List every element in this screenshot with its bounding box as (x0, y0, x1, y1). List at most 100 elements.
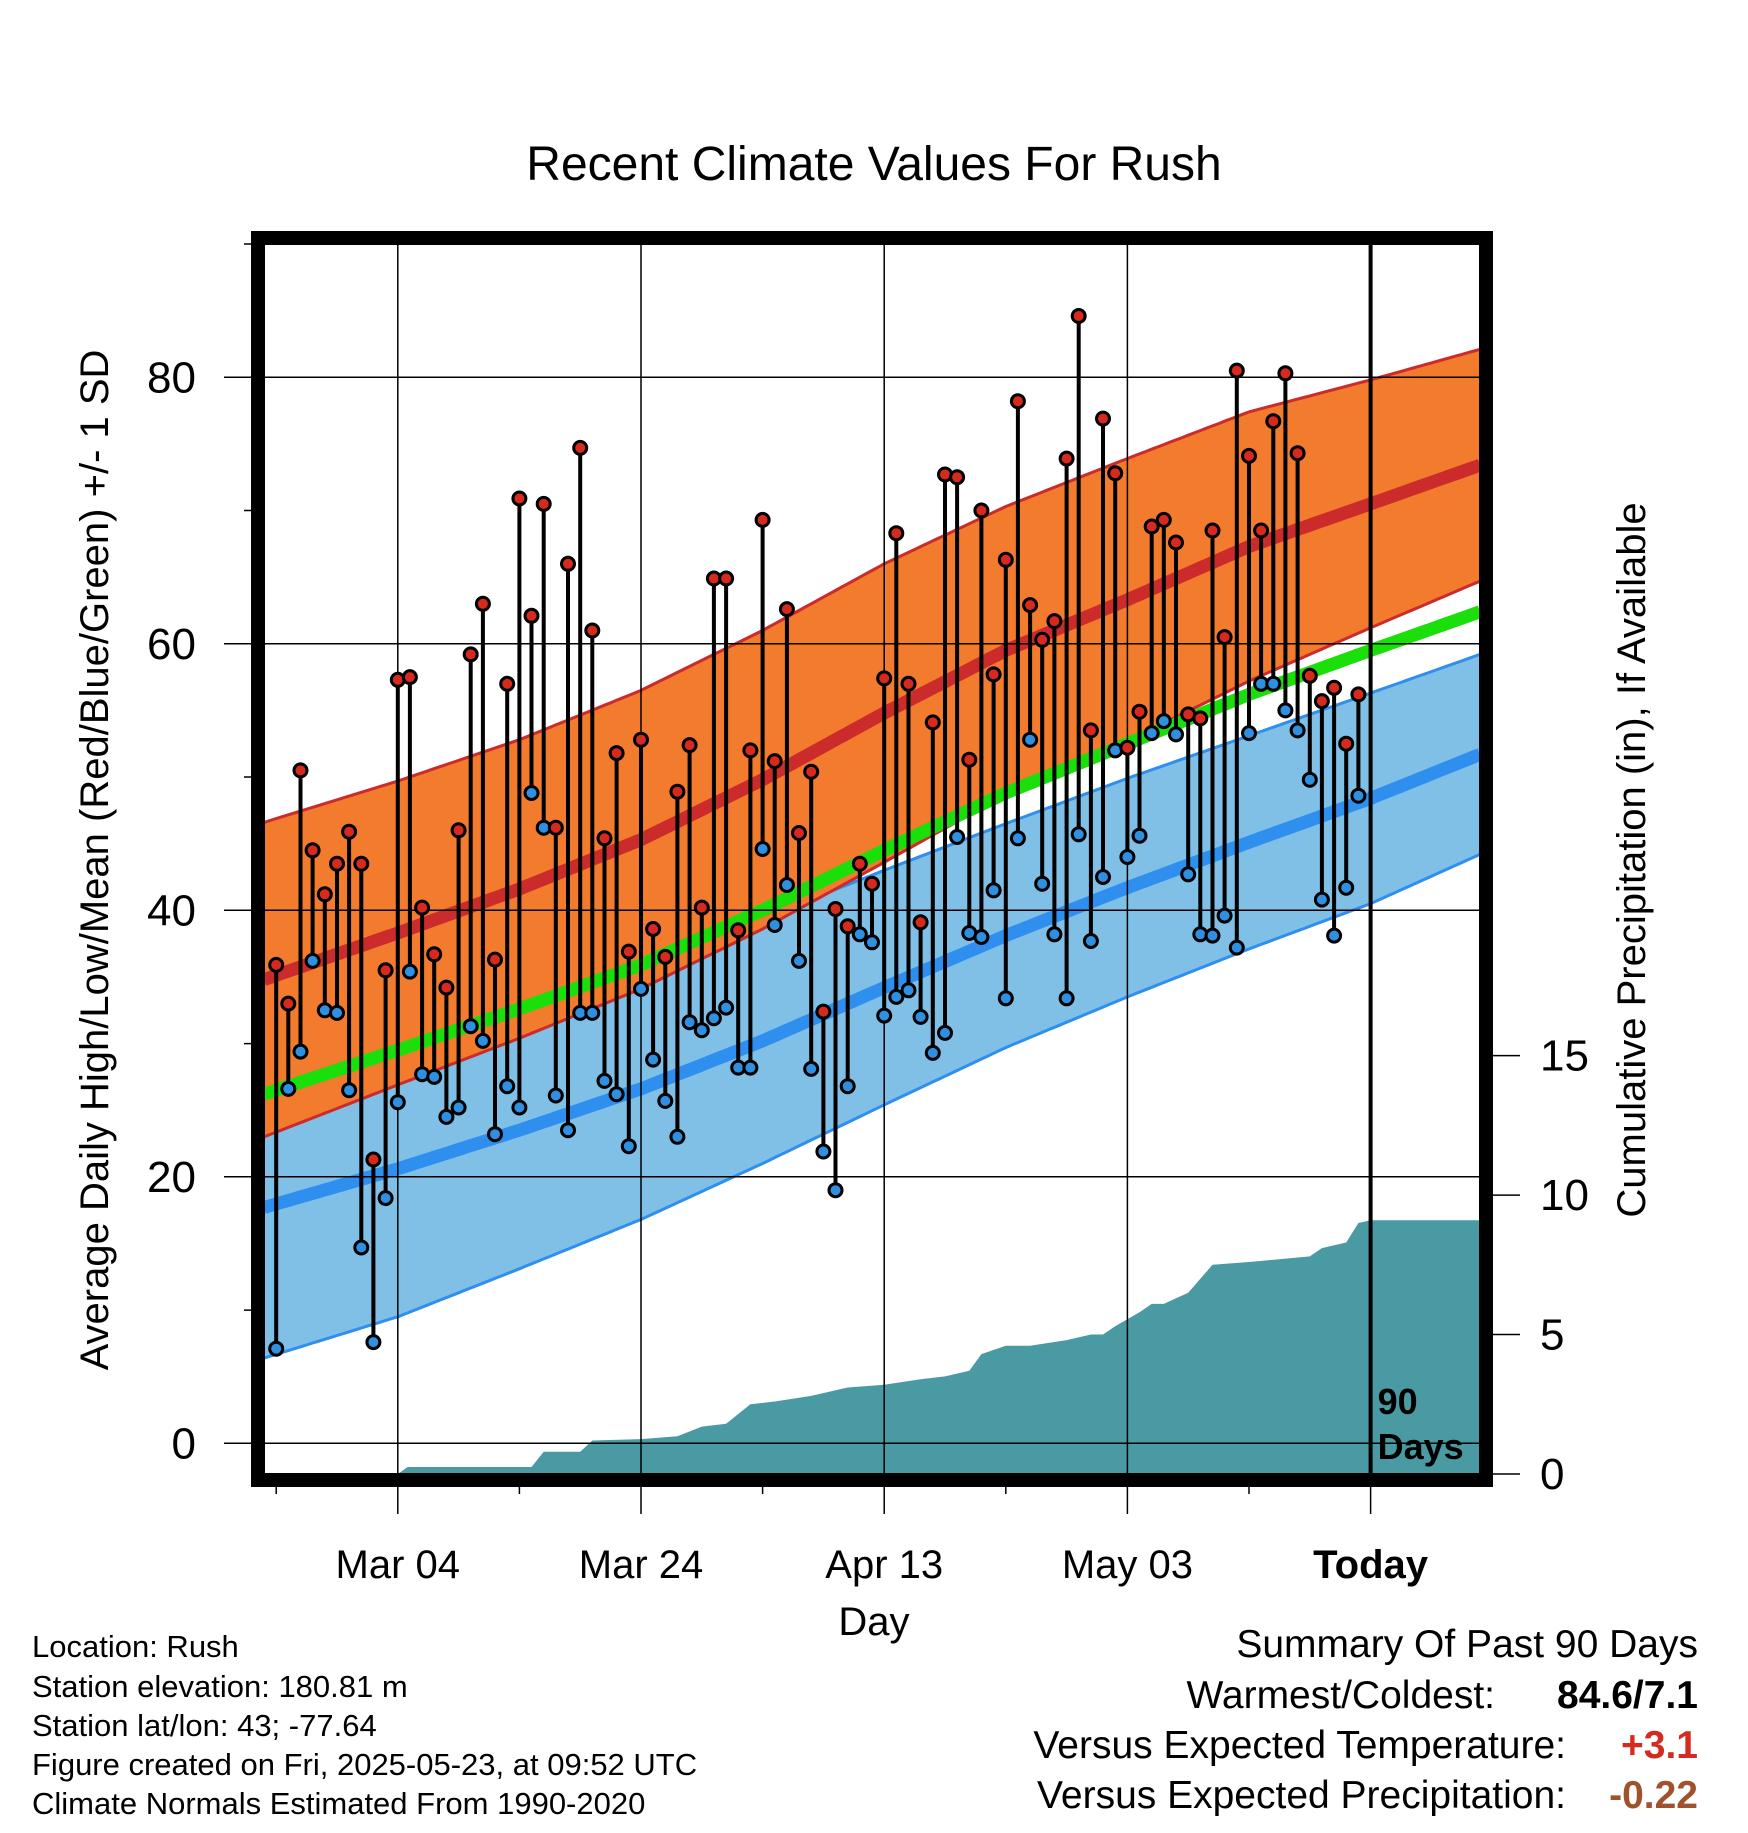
daily-low-point-42 (778, 877, 795, 893)
daily-high-point-14 (438, 979, 455, 996)
daily-high-point-13 (426, 946, 443, 963)
daily-high-point-80 (1241, 447, 1257, 464)
daily-low-point-46 (827, 1182, 844, 1199)
right-tick-label-2: 10 (1540, 1171, 1589, 1220)
daily-high-point-89 (1350, 686, 1367, 703)
summary-precip-label: Versus Expected Precipitation: (1037, 1774, 1566, 1817)
daily-high-point-47 (839, 918, 856, 935)
daily-low-point-18 (487, 1126, 503, 1143)
daily-high-point-48 (851, 855, 868, 872)
daily-low-point-28 (608, 1086, 625, 1103)
daily-high-point-77 (1204, 522, 1221, 539)
daily-low-point-8 (365, 1334, 382, 1351)
daily-high-point-45 (815, 1003, 832, 1020)
daily-low-point-88 (1338, 879, 1355, 896)
daily-low-point-6 (341, 1082, 358, 1099)
daily-low-point-89 (1350, 787, 1367, 804)
daily-low-point-58 (973, 929, 990, 945)
daily-high-point-52 (900, 675, 917, 692)
plot-frame (251, 231, 1493, 1487)
daily-low-point-0 (268, 1340, 285, 1357)
daily-high-point-17 (474, 595, 491, 612)
summary-panel: Summary Of Past 90 Days Warmest/Coldest:… (1033, 1623, 1698, 1817)
daily-high-point-59 (985, 666, 1002, 683)
daily-range-stems (274, 316, 1361, 1349)
daily-high-point-66 (1070, 308, 1087, 324)
daily-high-point-60 (997, 551, 1014, 568)
daily-low-point-27 (596, 1072, 613, 1089)
daily-low-point-20 (511, 1099, 528, 1116)
daily-high-point-38 (730, 922, 747, 939)
daily-high-point-54 (924, 714, 941, 731)
daily-low-point-40 (754, 841, 771, 857)
daily-low-point-16 (462, 1018, 479, 1035)
daily-low-point-37 (718, 999, 735, 1016)
daily-high-point-81 (1253, 522, 1270, 539)
precipitation-layer (264, 1220, 1480, 1474)
bottom-tick-label-0: Mar 04 (336, 1543, 461, 1587)
summary-precip-value: -0.22 (1609, 1774, 1698, 1817)
daily-low-point-56 (949, 829, 966, 845)
daily-low-point-72 (1143, 725, 1160, 742)
daily-high-point-1 (280, 995, 297, 1012)
summary-title: Summary Of Past 90 Days (1236, 1623, 1698, 1666)
daily-high-point-35 (693, 899, 710, 916)
daily-high-point-32 (657, 948, 674, 965)
low-normal-band (264, 654, 1480, 1359)
daily-low-point-86 (1313, 891, 1330, 908)
daily-low-point-34 (681, 1014, 698, 1031)
daily-low-point-50 (876, 1007, 893, 1024)
daily-high-point-7 (353, 855, 370, 872)
daily-high-point-50 (876, 670, 893, 687)
bottom-tick-label-2: Apr 13 (825, 1543, 943, 1587)
daily-high-point-22 (535, 495, 552, 512)
daily-low-point-54 (924, 1044, 941, 1061)
daily-high-point-44 (803, 763, 820, 780)
daily-high-point-39 (742, 742, 759, 759)
daily-low-point-47 (839, 1078, 856, 1095)
daily-high-point-40 (754, 511, 771, 528)
x-axis-label: Day (838, 1600, 909, 1644)
daily-low-point-35 (693, 1022, 710, 1039)
summary-warmest-label: Warmest/Coldest: (1187, 1674, 1495, 1717)
left-tick-label-0: 0 (172, 1419, 196, 1468)
daily-low-point-41 (766, 917, 783, 933)
daily-high-point-30 (633, 731, 649, 748)
daily-low-point-51 (888, 988, 905, 1005)
daily-markers (268, 308, 1367, 1357)
chart-title: Recent Climate Values For Rush (526, 138, 1221, 191)
daily-high-point-29 (620, 943, 637, 960)
daily-high-point-18 (487, 951, 503, 968)
daily-high-point-12 (414, 899, 431, 916)
daily-high-point-8 (365, 1151, 382, 1168)
info-normals: Climate Normals Estimated From 1990-2020 (32, 1786, 645, 1821)
daily-high-point-16 (462, 646, 479, 663)
daily-low-point-53 (912, 1008, 929, 1025)
daily-low-point-21 (523, 785, 540, 801)
daily-high-point-25 (572, 439, 589, 456)
daily-low-point-60 (997, 990, 1014, 1007)
daily-high-point-70 (1119, 739, 1136, 756)
daily-low-point-67 (1082, 933, 1099, 949)
daily-high-point-26 (584, 622, 601, 639)
right-tick-label-0: 0 (1540, 1450, 1564, 1499)
daily-low-point-52 (900, 982, 917, 999)
daily-high-point-74 (1168, 534, 1184, 551)
daily-high-point-62 (1022, 597, 1039, 614)
daily-high-point-85 (1301, 667, 1318, 684)
daily-high-point-72 (1143, 518, 1160, 535)
cumulative-precip-area (264, 1220, 1480, 1474)
daily-high-point-69 (1107, 465, 1124, 482)
daily-low-point-77 (1204, 927, 1221, 944)
daily-low-point-23 (547, 1087, 564, 1104)
high-normal-line (264, 459, 1480, 986)
daily-high-point-34 (681, 737, 698, 754)
daily-high-point-37 (718, 570, 735, 587)
daily-high-point-2 (292, 762, 309, 779)
left-tick-label-1: 20 (147, 1153, 196, 1202)
daily-low-point-1 (280, 1080, 297, 1097)
daily-high-point-61 (1009, 393, 1026, 410)
daily-high-point-58 (973, 502, 990, 519)
daily-low-point-78 (1216, 907, 1233, 924)
